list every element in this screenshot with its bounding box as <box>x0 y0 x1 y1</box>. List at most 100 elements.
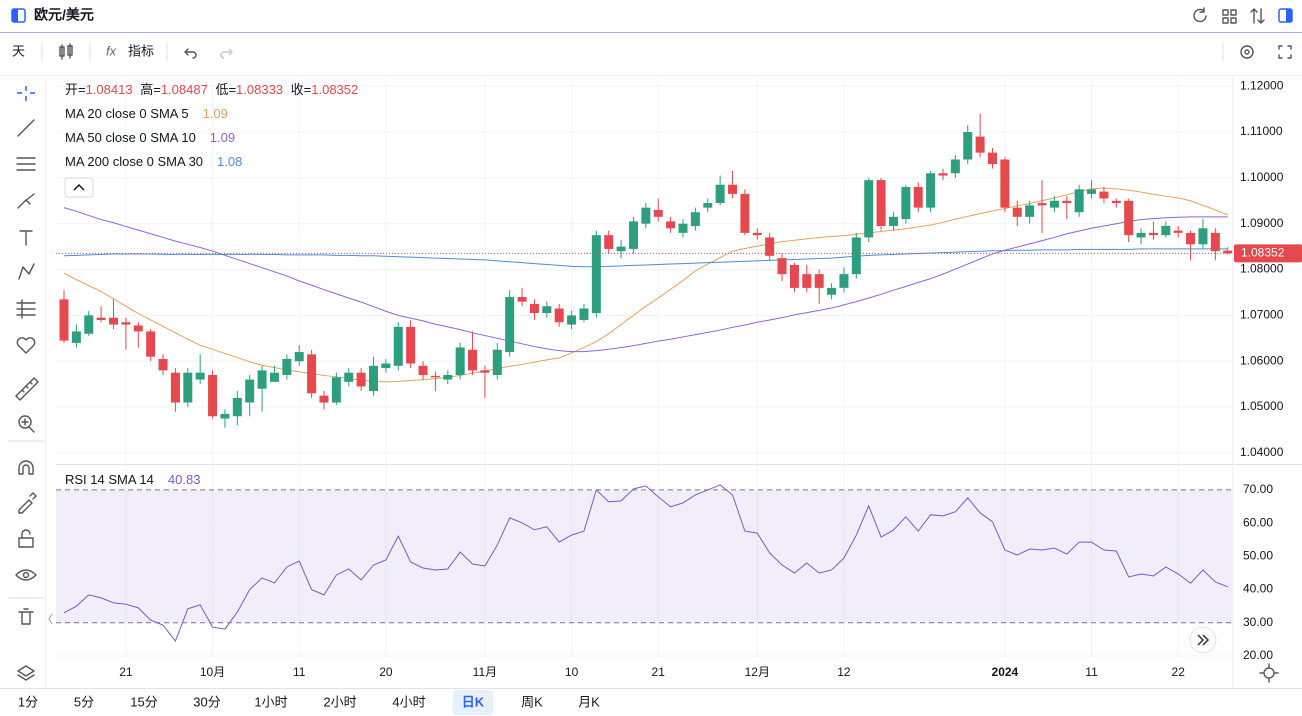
candle-body <box>158 358 168 371</box>
candle-body <box>269 372 279 382</box>
drawing-toolbar[interactable] <box>8 86 44 681</box>
undo-icon[interactable] <box>184 48 197 59</box>
y-tick-label: 1.10000 <box>1240 170 1284 184</box>
timeframe-button[interactable]: 日K <box>462 694 485 709</box>
candle-body <box>480 370 490 373</box>
scroll-left-icon[interactable] <box>48 613 53 625</box>
timeframe-button[interactable]: 1小时 <box>254 694 287 709</box>
candle-body <box>170 372 180 403</box>
candle-body <box>1062 200 1072 204</box>
fx-icon[interactable]: fx <box>106 43 117 58</box>
crosshair-tool[interactable] <box>17 86 35 101</box>
candle-body <box>1136 232 1146 238</box>
layers-tool[interactable] <box>17 665 35 681</box>
candle-body <box>579 308 589 320</box>
y-tick-label: 30.00 <box>1243 615 1273 629</box>
y-tick-label: 50.00 <box>1243 549 1273 563</box>
lock-tool[interactable] <box>18 529 34 548</box>
magnet-tool[interactable] <box>18 460 34 475</box>
candle-body <box>455 347 465 375</box>
candle-body <box>1223 250 1233 254</box>
fib-tool[interactable] <box>16 299 36 319</box>
candle-body <box>294 352 304 362</box>
refresh-icon[interactable] <box>1193 7 1207 23</box>
collapse-legend-icon[interactable] <box>73 183 85 191</box>
candle-body <box>1111 200 1121 204</box>
candle-body <box>1099 191 1109 199</box>
active-timeframe-bg[interactable] <box>453 690 493 715</box>
stay-drawing-tool[interactable] <box>18 492 37 514</box>
y-tick-label: 1.11000 <box>1240 124 1283 138</box>
line-tool[interactable] <box>17 119 35 137</box>
redo-icon[interactable] <box>220 48 233 59</box>
candle-body <box>542 306 552 314</box>
ohlc-label: 低= <box>215 82 236 97</box>
y-tick-label: 1.06000 <box>1240 353 1284 367</box>
visibility-tool-eye[interactable] <box>22 571 30 579</box>
fullscreen-icon[interactable] <box>1278 45 1292 59</box>
candle-body <box>59 299 69 341</box>
moving-average-line <box>63 187 1228 383</box>
pattern-tool[interactable] <box>18 263 35 280</box>
y-tick-label: 1.05000 <box>1240 399 1284 413</box>
zoom-tool-plus[interactable] <box>21 418 35 433</box>
panel-icon-fill[interactable] <box>1286 9 1292 22</box>
y-tick-label: 70.00 <box>1243 482 1273 496</box>
period-button[interactable]: 天 <box>12 43 25 58</box>
scroll-right-icon[interactable] <box>1197 634 1210 646</box>
candle-body <box>492 349 502 375</box>
top-icons[interactable] <box>1193 7 1293 24</box>
ruler-tool[interactable] <box>15 377 39 401</box>
settings-icon-core[interactable] <box>1244 49 1250 55</box>
ma-legend: MA 20 close 0 SMA 5 1.09 <box>65 106 228 121</box>
candle-body <box>963 132 973 160</box>
candle-body <box>1186 232 1196 245</box>
candle-body <box>988 152 997 165</box>
zoom-tool[interactable] <box>18 415 32 429</box>
brush-tool[interactable] <box>17 193 35 209</box>
y-tick-label: 1.12000 <box>1240 78 1284 92</box>
ma-legend-value: 1.08 <box>217 154 242 169</box>
axis-settings-rays[interactable] <box>1259 663 1279 683</box>
timeframe-button[interactable]: 5分 <box>74 694 94 709</box>
candle-body <box>468 349 478 371</box>
rsi-line <box>63 484 1228 643</box>
settings-icon[interactable] <box>1240 45 1254 59</box>
candle-body <box>369 365 378 392</box>
axis-settings-icon[interactable] <box>1263 667 1275 679</box>
channel-tool[interactable] <box>16 157 36 171</box>
candle-body <box>96 317 106 320</box>
indicators-button[interactable]: 指标 <box>128 43 154 58</box>
timeframe-button[interactable]: 月K <box>578 694 600 709</box>
timeframe-button[interactable]: 周K <box>521 694 543 709</box>
candle-body <box>678 223 688 233</box>
visibility-tool[interactable] <box>15 569 37 581</box>
y-tick-label: 1.08000 <box>1240 262 1284 276</box>
timeframe-button[interactable]: 30分 <box>193 694 220 709</box>
rsi-legend-value: 40.83 <box>168 472 201 487</box>
candle-body <box>641 207 651 224</box>
ohlc-label: 开= <box>65 82 86 97</box>
favorite-tool[interactable] <box>16 337 36 354</box>
timeframe-button[interactable]: 15分 <box>130 694 157 709</box>
timeframe-bar[interactable]: 1分 5分 15分 30分 1小时 2小时 4小时 日K 周K 月K <box>18 690 600 715</box>
text-tool[interactable] <box>19 230 33 246</box>
y-tick-label: 1.07000 <box>1240 308 1284 322</box>
x-tick-label: 20 <box>379 665 393 679</box>
chart-type-icon[interactable] <box>59 43 73 60</box>
x-tick-label: 22 <box>1172 665 1186 679</box>
last-price-tag <box>1234 244 1302 263</box>
timeframe-button[interactable]: 4小时 <box>392 694 425 709</box>
compare-icon[interactable] <box>1250 8 1265 24</box>
candle-body <box>307 354 317 394</box>
collapse-legend-button[interactable] <box>64 177 94 198</box>
timeframe-button[interactable]: 2小时 <box>323 694 356 709</box>
layout-icon[interactable] <box>1222 9 1237 24</box>
timeframe-button[interactable]: 1分 <box>18 694 38 709</box>
candle-body <box>109 317 119 325</box>
delete-tool[interactable] <box>18 608 34 625</box>
candle-body <box>740 193 750 233</box>
candle-body <box>1198 228 1208 245</box>
candle-body <box>814 274 824 288</box>
